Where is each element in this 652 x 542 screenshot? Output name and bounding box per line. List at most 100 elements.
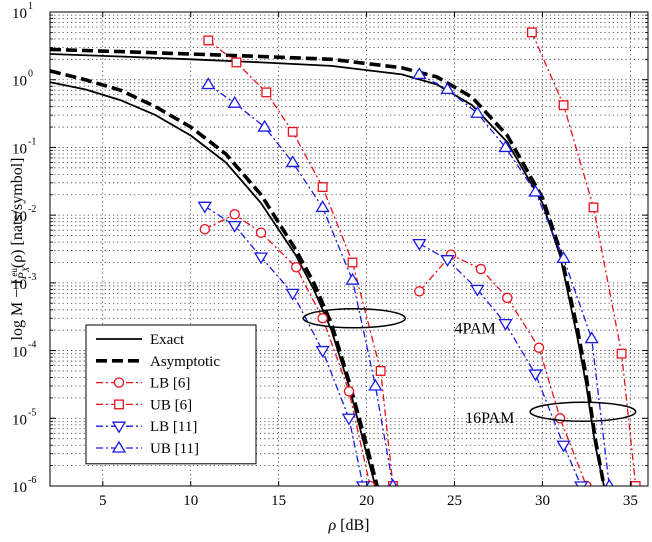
data-point-ub-11 — [584, 331, 599, 344]
legend-label: LB [11] — [150, 419, 197, 435]
y-tick-label: 10 — [12, 209, 27, 225]
y-tick-label: 10 — [12, 74, 27, 90]
data-point-lb-11 — [227, 220, 242, 233]
data-point-ub-11 — [257, 119, 272, 132]
x-tick-label: 30 — [535, 493, 550, 509]
y-tick-label: 10 — [12, 6, 27, 22]
data-point-ub-6 — [317, 182, 328, 192]
data-point-lb-6 — [475, 263, 487, 275]
plot-frame — [49, 11, 649, 487]
data-point-ub-11 — [345, 272, 360, 285]
legend-swatch-marker — [111, 421, 127, 434]
data-point-ub-6 — [630, 481, 641, 486]
data-point-lb-11 — [253, 252, 269, 265]
data-point-lb-11 — [355, 481, 371, 486]
y-tick-exponent: -3 — [28, 272, 36, 283]
series-line-lb-11 — [419, 243, 582, 486]
series-markers — [197, 27, 641, 486]
annotation-label: 16PAM — [465, 410, 514, 427]
data-point-lb-11 — [315, 345, 330, 358]
legend-label: UB [11] — [150, 441, 199, 457]
annotation-ellipse — [529, 401, 637, 422]
data-point-ub-6 — [287, 126, 298, 137]
data-point-ub-11 — [201, 77, 216, 90]
legend-label: Exact — [150, 332, 185, 348]
data-point-lb-6 — [317, 313, 328, 324]
data-point-ub-11 — [528, 184, 543, 197]
series-line-ub-11 — [419, 73, 610, 486]
x-axis-label: ρ [dB] — [327, 517, 369, 534]
data-point-lb-11 — [470, 284, 485, 297]
data-point-ub-11 — [412, 67, 427, 80]
data-point-ub-11 — [604, 478, 614, 486]
data-point-lb-11 — [285, 288, 300, 301]
data-point-lb-6 — [229, 209, 240, 220]
legend: Exact Asymptotic LB [6] UB [6] LB [11] UB [11… — [85, 324, 257, 465]
legend-swatch-marker — [114, 399, 124, 410]
data-point-lb-11 — [498, 318, 513, 331]
y-tick-exponent: -2 — [28, 204, 36, 215]
y-tick-label: 10 — [12, 141, 27, 157]
data-point-ub-6 — [261, 87, 272, 98]
y-tick-exponent: -5 — [28, 407, 36, 418]
y-tick-label: 10 — [12, 412, 27, 428]
data-point-lb-6 — [554, 413, 566, 424]
x-tick-label: 15 — [271, 493, 286, 509]
legend-swatch-marker — [111, 440, 127, 453]
y-axis-label: log M − IPXeu(ρ) [nats/symbol] — [9, 157, 31, 340]
x-tick-label: 35 — [623, 493, 638, 509]
series-line-ub-6 — [207, 39, 394, 486]
data-point-lb-6 — [502, 292, 513, 304]
y-tick-label: 10 — [12, 277, 27, 293]
data-point-lb-11 — [197, 201, 212, 214]
y-tick-exponent: -6 — [28, 475, 36, 486]
data-point-lb-6 — [533, 342, 545, 354]
data-point-ub-6 — [347, 257, 358, 268]
data-point-lb-11 — [440, 255, 455, 267]
data-point-ub-6 — [375, 366, 386, 376]
data-point-ub-11 — [470, 105, 485, 118]
data-point-ub-11 — [498, 140, 513, 153]
data-point-ub-6 — [203, 35, 214, 46]
data-point-ub-6 — [616, 348, 627, 359]
data-point-ub-6 — [526, 27, 537, 38]
data-point-lb-6 — [290, 262, 302, 273]
y-tick-exponent: -1 — [28, 136, 36, 147]
data-point-ub-11 — [388, 478, 398, 486]
y-tick-label: 10 — [12, 345, 27, 361]
data-point-lb-11 — [556, 440, 571, 453]
x-tick-label: 5 — [99, 493, 107, 509]
data-point-lb-6 — [255, 227, 267, 238]
legend-swatch-marker — [113, 377, 125, 388]
y-tick-exponent: -4 — [28, 340, 36, 351]
x-tick-label: 25 — [447, 493, 462, 509]
data-point-lb-11 — [528, 369, 543, 382]
data-point-lb-6 — [343, 386, 355, 397]
annotation-label: 4PAM — [455, 320, 496, 337]
data-point-lb-11 — [341, 413, 357, 426]
data-point-ub-6 — [558, 100, 569, 111]
annotations: 4PAM 16PAM — [302, 308, 637, 427]
data-point-lb-6 — [199, 223, 211, 235]
series-line-exact — [50, 81, 377, 486]
series-line-lb-6 — [418, 254, 588, 486]
annotation-ellipse — [302, 308, 407, 329]
data-point-ub-11 — [368, 378, 383, 391]
data-point-lb-11 — [574, 481, 589, 486]
data-point-lb-11 — [412, 238, 427, 251]
data-point-ub-11 — [315, 200, 330, 213]
x-tick-label: 10 — [183, 493, 198, 509]
legend-box — [85, 324, 257, 465]
legend-label: LB [6] — [150, 376, 190, 392]
series-line-asymptotic — [50, 69, 379, 486]
data-point-ub-6 — [588, 202, 599, 213]
data-point-ub-11 — [440, 82, 455, 95]
y-tick-label: 10 — [12, 480, 27, 496]
legend-label: UB [6] — [150, 397, 192, 413]
data-point-lb-6 — [414, 286, 425, 297]
series-curves — [50, 32, 637, 486]
y-tick-exponent: 0 — [28, 69, 33, 80]
data-point-ub-11 — [285, 155, 300, 168]
legend-label: Asymptotic — [150, 354, 220, 370]
